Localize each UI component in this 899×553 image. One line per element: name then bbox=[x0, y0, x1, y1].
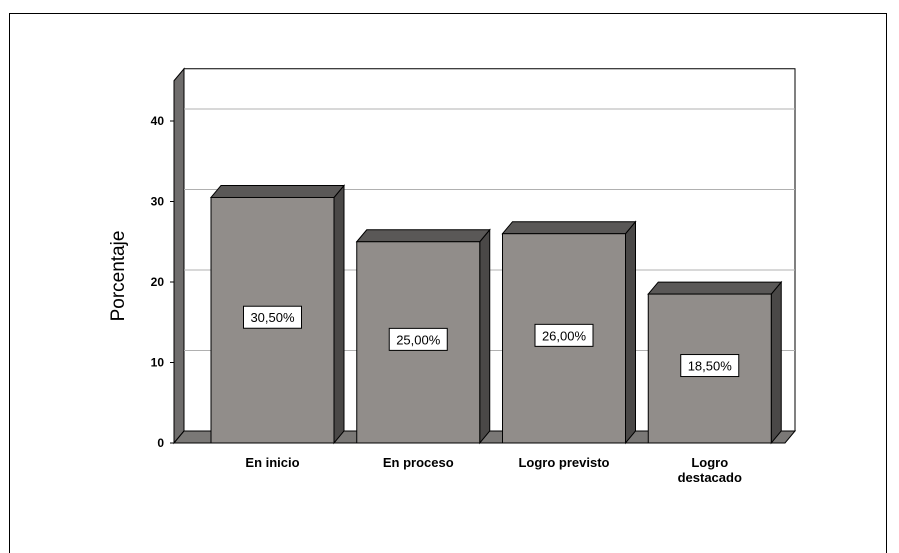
y-tick-label: 40 bbox=[151, 114, 165, 128]
data-label: 30,50% bbox=[250, 310, 295, 325]
bar-top bbox=[501, 221, 637, 235]
x-tick-label-line: Logro previsto bbox=[518, 455, 609, 470]
bar-top bbox=[647, 281, 783, 295]
bar-top bbox=[355, 229, 491, 243]
x-tick-label-line: En inicio bbox=[245, 455, 299, 470]
bar-side bbox=[625, 220, 636, 445]
bar-top bbox=[209, 184, 346, 198]
bar: 30,50% bbox=[209, 184, 346, 445]
y-tick-label: 0 bbox=[157, 436, 164, 450]
data-label: 18,50% bbox=[688, 359, 733, 374]
bars: 30,50% 25,00% 26,00% 18,50% bbox=[209, 184, 783, 445]
bar-chart: 0 10 20 30 40 30,50% 25,00% 26,00% 18,50% En in… bbox=[108, 67, 797, 485]
data-label-box bbox=[680, 354, 740, 378]
data-label: 26,00% bbox=[542, 328, 587, 343]
bar-side bbox=[479, 228, 491, 445]
y-tick-label: 20 bbox=[151, 275, 165, 289]
bar-side bbox=[770, 280, 782, 445]
x-tick-label: Logro previsto bbox=[518, 455, 609, 470]
bar-front bbox=[210, 196, 335, 444]
y-tick-label: 10 bbox=[151, 356, 165, 370]
y-axis-title: Porcentaje bbox=[108, 231, 129, 322]
x-tick-label: En proceso bbox=[383, 455, 454, 470]
bar: 26,00% bbox=[501, 220, 637, 445]
bar: 18,50% bbox=[647, 280, 783, 445]
x-tick-label-line: Logro bbox=[691, 455, 728, 470]
data-label-box bbox=[534, 323, 594, 347]
plot-left-wall bbox=[173, 67, 185, 445]
data-label-box bbox=[243, 305, 302, 329]
x-axis: En inicio En proceso Logro previsto Logro de… bbox=[245, 455, 742, 485]
x-tick-label: Logro destacado bbox=[678, 455, 742, 485]
y-tick-label: 30 bbox=[151, 195, 165, 209]
data-label-box bbox=[388, 327, 448, 351]
bar: 25,00% bbox=[355, 228, 491, 445]
y-axis: 0 10 20 30 40 bbox=[151, 114, 174, 450]
bar-side bbox=[333, 184, 345, 445]
x-tick-label-line: destacado bbox=[678, 470, 742, 485]
x-tick-label-line: En proceso bbox=[383, 455, 454, 470]
data-label: 25,00% bbox=[396, 332, 441, 347]
x-tick-label: En inicio bbox=[245, 455, 299, 470]
